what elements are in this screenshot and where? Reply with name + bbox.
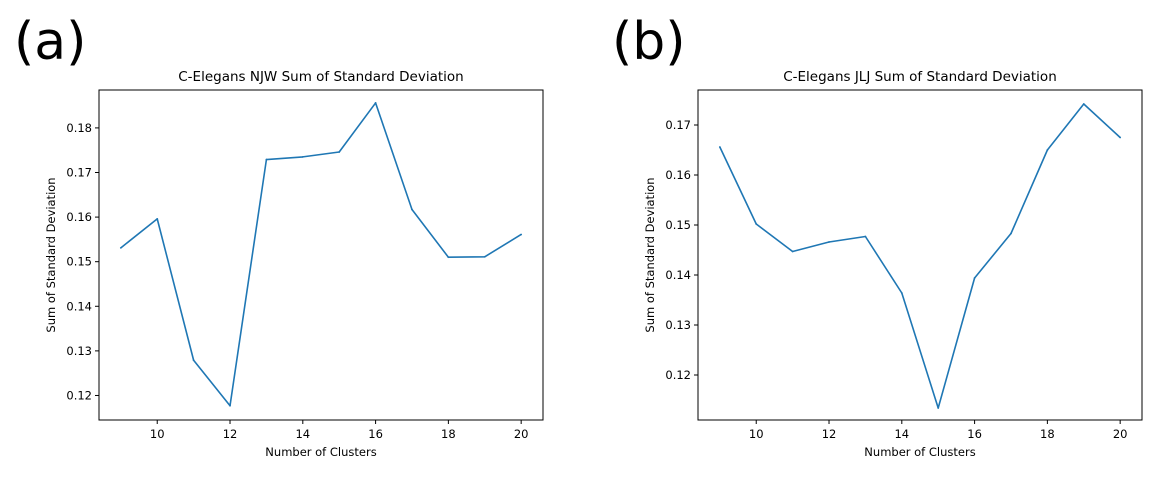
x-tick-label: 16 (967, 427, 982, 441)
x-tick-label: 10 (749, 427, 764, 441)
x-tick-label: 10 (150, 427, 165, 441)
x-tick-label: 20 (1113, 427, 1128, 441)
data-point (374, 102, 377, 104)
data-point (1046, 149, 1049, 151)
y-tick-label: 0.17 (665, 118, 691, 132)
y-tick-label: 0.18 (66, 121, 92, 135)
data-point (973, 277, 976, 279)
data-point (483, 255, 486, 258)
y-tick-label: 0.14 (665, 268, 691, 282)
x-tick-label: 14 (894, 427, 909, 441)
data-point (1010, 232, 1012, 235)
data-point (119, 246, 122, 249)
y-tick-label: 0.15 (66, 255, 92, 269)
data-point (1119, 136, 1122, 139)
data-point (900, 292, 903, 294)
y-tick-label: 0.16 (66, 210, 92, 224)
y-tick-label: 0.16 (665, 168, 691, 182)
data-point (937, 407, 940, 409)
y-tick-label: 0.12 (66, 388, 92, 402)
plot-frame (98, 89, 544, 421)
y-axis-label: Sum of Standard Deviation (44, 177, 58, 332)
y-tick-label: 0.13 (665, 318, 691, 332)
plot-frame (697, 89, 1143, 421)
data-point (447, 256, 450, 259)
x-axis-label: Number of Clusters (864, 445, 975, 459)
data-point (520, 233, 523, 236)
panel-label-a: (a) (14, 12, 87, 72)
chart-title: C-Elegans JLJ Sum of Standard Deviation (783, 69, 1057, 85)
x-tick-label: 18 (441, 427, 456, 441)
data-point (265, 158, 268, 161)
chart-title: C-Elegans NJW Sum of Standard Deviation (178, 69, 463, 85)
panel-label-b: (b) (612, 12, 686, 72)
series-line (719, 103, 1121, 409)
data-point (301, 155, 304, 158)
y-tick-label: 0.14 (66, 299, 92, 313)
x-tick-label: 16 (368, 427, 383, 441)
data-point (718, 146, 721, 148)
data-point (755, 223, 758, 225)
data-point (791, 250, 794, 253)
data-point (156, 217, 159, 220)
x-tick-label: 14 (295, 427, 310, 441)
y-tick-label: 0.13 (66, 344, 92, 358)
series-line (120, 102, 522, 407)
y-axis-label: Sum of Standard Deviation (643, 177, 657, 332)
y-tick-label: 0.12 (665, 368, 691, 382)
x-tick-label: 12 (223, 427, 238, 441)
x-tick-label: 18 (1040, 427, 1055, 441)
x-axis-label: Number of Clusters (265, 445, 376, 459)
data-point (411, 208, 413, 211)
data-point (1082, 103, 1085, 105)
y-tick-label: 0.17 (66, 166, 92, 180)
data-point (338, 151, 341, 153)
data-point (864, 235, 867, 238)
data-point (828, 241, 830, 243)
data-point (229, 404, 231, 407)
y-tick-label: 0.15 (665, 218, 691, 232)
x-tick-label: 20 (514, 427, 529, 441)
x-tick-label: 12 (822, 427, 837, 441)
data-point (192, 359, 195, 362)
